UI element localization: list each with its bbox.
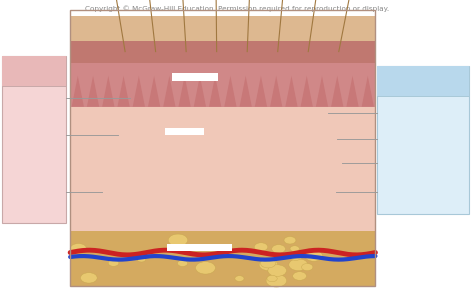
Circle shape [254,243,268,251]
Circle shape [137,257,146,262]
Circle shape [108,260,119,266]
Bar [70,16,375,41]
Circle shape [81,273,97,283]
Polygon shape [285,76,298,107]
Bar [70,63,375,107]
Polygon shape [316,76,328,107]
Circle shape [70,243,87,254]
Polygon shape [301,76,313,107]
Bar [2,56,66,223]
Polygon shape [224,76,237,107]
Bar [2,56,66,86]
Bar [70,107,375,230]
Circle shape [261,258,275,268]
Circle shape [168,234,188,246]
Bar [70,41,375,63]
Polygon shape [346,76,359,107]
Polygon shape [194,76,206,107]
Circle shape [196,262,216,274]
Circle shape [266,274,287,287]
Polygon shape [270,76,283,107]
Circle shape [290,246,299,252]
Polygon shape [255,76,267,107]
Circle shape [305,250,323,261]
Polygon shape [209,76,221,107]
Circle shape [301,263,313,271]
Polygon shape [118,76,130,107]
Polygon shape [163,76,175,107]
Circle shape [235,276,244,281]
Bar [172,73,218,81]
Circle shape [289,259,308,271]
Polygon shape [133,76,145,107]
Text: Copyright © McGraw-Hill Education. Permission required for reproduction or displ: Copyright © McGraw-Hill Education. Permi… [85,5,389,12]
Circle shape [177,260,188,266]
Polygon shape [148,76,160,107]
Bar [167,244,232,251]
Circle shape [259,259,278,271]
Polygon shape [179,76,191,107]
Polygon shape [102,76,114,107]
Polygon shape [331,76,343,107]
Bar [377,66,469,96]
Polygon shape [87,76,99,107]
Circle shape [293,272,307,280]
Circle shape [284,237,296,244]
Circle shape [267,275,277,282]
Bar [70,10,375,286]
Bar [70,230,375,286]
Bar [377,66,469,214]
Polygon shape [239,76,252,107]
Bar [165,128,204,135]
Polygon shape [72,76,84,107]
Circle shape [272,245,285,253]
Circle shape [288,251,303,260]
Polygon shape [362,76,374,107]
Circle shape [268,265,286,276]
